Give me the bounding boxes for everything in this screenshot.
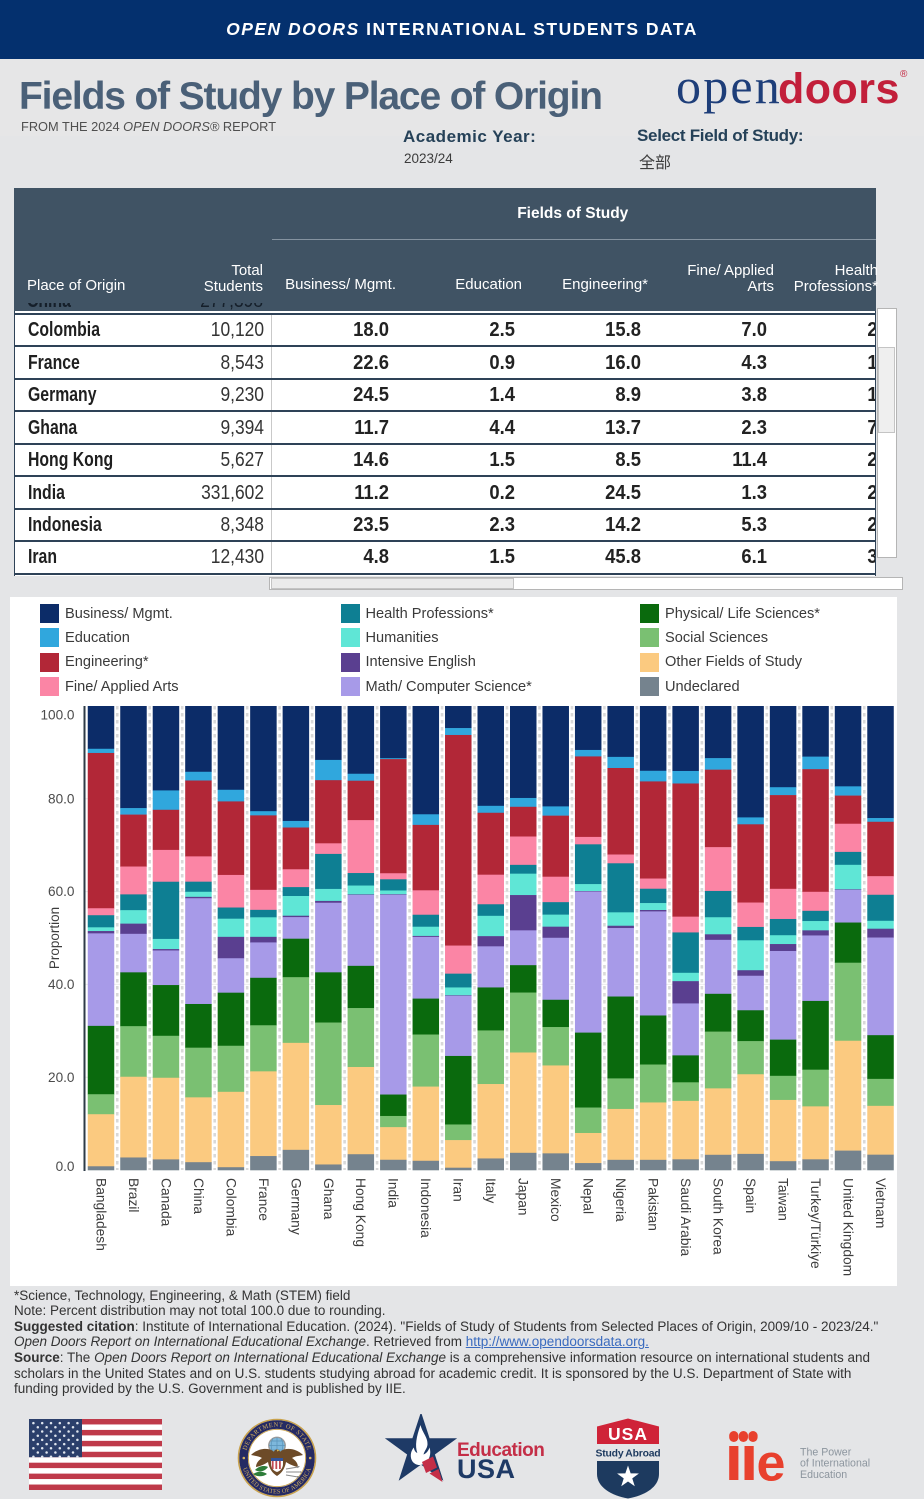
svg-text:Indonesia: Indonesia — [418, 1178, 433, 1238]
svg-text:0.0: 0.0 — [56, 1159, 75, 1174]
svg-text:Canada: Canada — [158, 1178, 173, 1227]
svg-text:Iran: Iran — [451, 1178, 466, 1202]
svg-text:60.0: 60.0 — [48, 884, 75, 899]
svg-text:Taiwan: Taiwan — [775, 1178, 790, 1221]
svg-text:France: France — [256, 1178, 271, 1221]
svg-text:80.0: 80.0 — [48, 791, 75, 806]
svg-text:Colombia: Colombia — [223, 1178, 238, 1237]
svg-text:40.0: 40.0 — [48, 977, 75, 992]
svg-text:Hong Kong: Hong Kong — [353, 1178, 368, 1247]
svg-text:India: India — [386, 1178, 401, 1208]
svg-text:Vietnam: Vietnam — [873, 1178, 888, 1228]
svg-text:Education: Education — [800, 1469, 847, 1481]
svg-text:Brazil: Brazil — [126, 1178, 141, 1213]
svg-text:Japan: Japan — [516, 1178, 531, 1216]
svg-text:Nigeria: Nigeria — [613, 1178, 628, 1222]
svg-text:of International: of International — [800, 1458, 870, 1470]
svg-text:United Kingdom: United Kingdom — [840, 1178, 855, 1276]
svg-text:USA: USA — [608, 1424, 648, 1444]
svg-text:Ghana: Ghana — [321, 1178, 336, 1220]
svg-text:The Power: The Power — [800, 1447, 852, 1459]
svg-text:Pakistan: Pakistan — [646, 1178, 661, 1231]
svg-text:Germany: Germany — [288, 1178, 303, 1235]
svg-text:Saudi Arabia: Saudi Arabia — [678, 1178, 693, 1257]
svg-text:China: China — [191, 1178, 206, 1214]
svg-text:e: e — [757, 1435, 786, 1484]
svg-text:Turkey/Türkiye: Turkey/Türkiye — [808, 1178, 823, 1269]
svg-text:Spain: Spain — [743, 1178, 758, 1213]
svg-text:100.0: 100.0 — [40, 707, 74, 722]
svg-text:Study Abroad: Study Abroad — [596, 1449, 661, 1460]
svg-text:Mexico: Mexico — [548, 1178, 563, 1222]
svg-text:Italy: Italy — [483, 1178, 498, 1203]
svg-text:20.0: 20.0 — [48, 1070, 75, 1085]
svg-text:South Korea: South Korea — [711, 1178, 726, 1255]
svg-text:Nepal: Nepal — [581, 1178, 596, 1214]
svg-text:Proportion: Proportion — [47, 907, 62, 969]
svg-text:Bangladesh: Bangladesh — [93, 1178, 108, 1251]
